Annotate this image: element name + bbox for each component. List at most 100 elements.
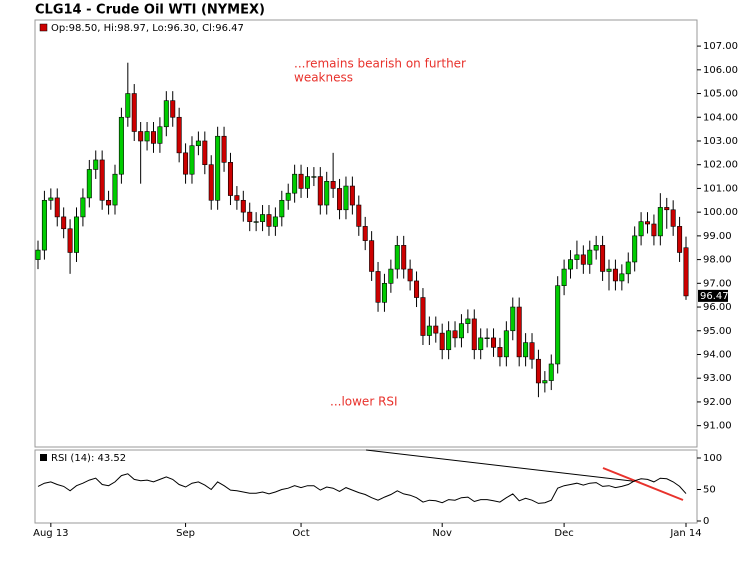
candle-body bbox=[138, 131, 144, 142]
candle-body bbox=[298, 173, 304, 189]
y-tick-label: 106.00 bbox=[703, 65, 738, 76]
candle-body bbox=[535, 358, 541, 384]
candle-body bbox=[189, 145, 195, 175]
candle-body bbox=[670, 209, 676, 227]
candle-body bbox=[612, 268, 618, 282]
candle-body bbox=[426, 325, 432, 336]
candle-body bbox=[324, 181, 330, 206]
candle-body bbox=[516, 306, 522, 358]
y-tick-label: 96.00 bbox=[703, 302, 732, 313]
candle-body bbox=[381, 283, 387, 303]
candle-body bbox=[433, 325, 439, 334]
y-tick-label: 103.00 bbox=[703, 136, 738, 147]
candle-body bbox=[529, 342, 535, 360]
candle-body bbox=[394, 245, 400, 270]
candle-body bbox=[657, 207, 663, 237]
candle-body bbox=[80, 197, 86, 218]
y-tick-label: 98.00 bbox=[703, 255, 732, 266]
y-tick-label: 105.00 bbox=[703, 89, 738, 100]
candle-body bbox=[35, 249, 41, 260]
candle-body bbox=[221, 135, 227, 163]
y-tick-label: 97.00 bbox=[703, 278, 732, 289]
candle-body bbox=[619, 273, 625, 282]
candle-body bbox=[510, 306, 516, 332]
candle-body bbox=[54, 197, 60, 218]
candle-body bbox=[131, 93, 137, 132]
candle-body bbox=[484, 337, 490, 339]
candle-body bbox=[478, 337, 484, 351]
candle-body bbox=[93, 159, 99, 170]
candle-body bbox=[465, 318, 471, 324]
candle-body bbox=[645, 221, 651, 225]
candle-body bbox=[337, 188, 343, 211]
candle-body bbox=[362, 226, 368, 241]
x-tick-label: Sep bbox=[176, 528, 195, 539]
candle-body bbox=[163, 100, 169, 128]
candle-body bbox=[651, 223, 657, 237]
candle-body bbox=[253, 221, 259, 223]
rsi-panel bbox=[34, 449, 698, 524]
candle-body bbox=[292, 173, 298, 194]
candle-body bbox=[587, 249, 593, 265]
candle-body bbox=[446, 330, 452, 351]
candle-body bbox=[67, 228, 73, 253]
y-tick-label: 99.00 bbox=[703, 231, 732, 242]
legend-swatch bbox=[39, 23, 48, 32]
trend-line bbox=[365, 449, 641, 483]
candle-body bbox=[580, 254, 586, 265]
candle-body bbox=[118, 116, 124, 175]
candle-body bbox=[99, 159, 105, 201]
last-price-label: 96.47 bbox=[700, 291, 729, 302]
candle-body bbox=[247, 211, 253, 222]
candle-body bbox=[574, 254, 580, 260]
candle-body bbox=[683, 247, 689, 297]
candle-body bbox=[561, 268, 567, 286]
candle-body bbox=[369, 240, 375, 272]
candle-body bbox=[638, 221, 644, 237]
candle-body bbox=[112, 173, 118, 206]
candle-body bbox=[401, 245, 407, 270]
candle-body bbox=[41, 199, 47, 251]
candle-body bbox=[471, 318, 477, 351]
candle-body bbox=[125, 93, 131, 118]
x-tick-label: Aug 13 bbox=[33, 528, 68, 539]
candle-body bbox=[311, 176, 317, 178]
candle-body bbox=[523, 342, 529, 358]
candle-body bbox=[349, 185, 355, 206]
candle-body bbox=[568, 259, 574, 270]
candle-body bbox=[272, 216, 278, 227]
y-tick-label: 91.00 bbox=[703, 421, 732, 432]
candle-body bbox=[234, 195, 240, 201]
candle-body bbox=[202, 140, 208, 166]
candle-body bbox=[86, 169, 92, 199]
candle-body bbox=[677, 226, 683, 253]
candle-body bbox=[208, 164, 214, 201]
candle-body bbox=[388, 268, 394, 284]
candle-body bbox=[593, 245, 599, 251]
candle-body bbox=[632, 235, 638, 263]
candle-body bbox=[606, 268, 612, 272]
candle-body bbox=[260, 214, 266, 222]
candle-body bbox=[183, 152, 189, 175]
candle-body bbox=[73, 216, 79, 253]
candle-body bbox=[144, 131, 150, 142]
candle-body bbox=[548, 363, 554, 381]
candle-body bbox=[176, 116, 182, 154]
candle-body bbox=[285, 192, 291, 201]
y-tick-label: 102.00 bbox=[703, 160, 738, 171]
y-tick-label: 92.00 bbox=[703, 397, 732, 408]
rsi-trend-line bbox=[602, 467, 684, 501]
y-tick-label: 101.00 bbox=[703, 183, 738, 194]
candle-body bbox=[458, 323, 464, 339]
candle-body bbox=[106, 199, 112, 206]
x-tick-label: Dec bbox=[554, 528, 573, 539]
candle-body bbox=[542, 380, 548, 384]
candle-body bbox=[266, 214, 272, 227]
candle-body bbox=[150, 131, 156, 144]
annotation: weakness bbox=[294, 71, 353, 85]
candle-body bbox=[61, 216, 67, 230]
y-tick-label: 104.00 bbox=[703, 112, 738, 123]
candle-body bbox=[420, 297, 426, 336]
